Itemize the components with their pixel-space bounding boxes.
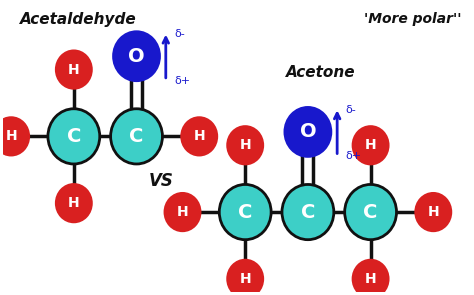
Circle shape [110, 109, 163, 164]
Text: H: H [68, 63, 80, 77]
Text: O: O [128, 47, 145, 66]
Text: Acetone: Acetone [286, 65, 355, 80]
Circle shape [228, 260, 263, 295]
Circle shape [345, 184, 397, 240]
Text: δ+: δ+ [346, 151, 362, 161]
Circle shape [182, 118, 217, 155]
Circle shape [165, 193, 200, 231]
Text: H: H [5, 130, 17, 143]
Text: VS: VS [149, 172, 174, 190]
Text: C: C [238, 203, 252, 222]
Text: H: H [239, 272, 251, 286]
Text: δ-: δ- [346, 105, 356, 115]
Text: H: H [365, 138, 376, 152]
Text: H: H [428, 205, 439, 219]
Circle shape [228, 127, 263, 164]
Text: H: H [239, 138, 251, 152]
Text: 'More polar'': 'More polar'' [364, 12, 461, 26]
Circle shape [114, 32, 160, 81]
Circle shape [56, 51, 91, 88]
Text: δ+: δ+ [174, 76, 190, 86]
Text: H: H [193, 130, 205, 143]
Circle shape [219, 184, 271, 240]
Text: O: O [300, 122, 316, 141]
Text: C: C [67, 127, 81, 146]
Text: C: C [301, 203, 315, 222]
Circle shape [48, 109, 100, 164]
Circle shape [282, 184, 334, 240]
Circle shape [56, 184, 91, 222]
Circle shape [416, 193, 451, 231]
Text: H: H [177, 205, 188, 219]
Text: C: C [364, 203, 378, 222]
Text: Acetaldehyde: Acetaldehyde [19, 12, 137, 27]
Text: δ-: δ- [174, 29, 185, 39]
Circle shape [285, 107, 331, 156]
Text: C: C [129, 127, 144, 146]
Text: H: H [365, 272, 376, 286]
Text: H: H [68, 196, 80, 210]
Circle shape [353, 260, 388, 295]
Circle shape [353, 127, 388, 164]
Circle shape [0, 118, 29, 155]
